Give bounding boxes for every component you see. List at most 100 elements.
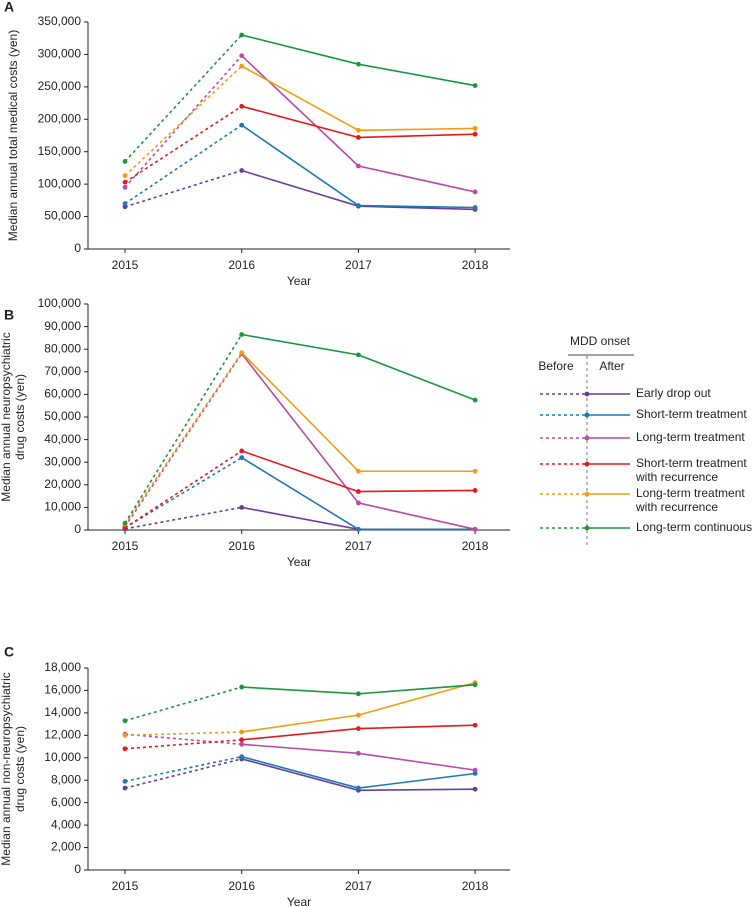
- x-tick-label: 2016: [228, 258, 255, 272]
- line-after: [241, 758, 476, 792]
- point: [356, 500, 361, 506]
- point: [356, 712, 361, 718]
- legend-dot: [584, 391, 590, 397]
- line-before: [124, 34, 243, 162]
- point: [356, 135, 361, 140]
- point: [239, 53, 245, 59]
- y-tick-label: 200,000: [38, 111, 82, 125]
- legend-title: MDD onset: [570, 334, 631, 348]
- y-tick-label: 0: [74, 241, 81, 255]
- line-before: [124, 353, 243, 528]
- point: [356, 352, 361, 358]
- line-before: [124, 334, 243, 524]
- point: [122, 718, 128, 724]
- point: [356, 127, 361, 133]
- x-tick-label: 2018: [462, 879, 489, 893]
- point: [472, 205, 478, 210]
- chart-panel: A 0 50,000 100,000 150,000 200,000 250,000 300,…: [4, 0, 510, 288]
- legend-dot: [584, 412, 590, 418]
- point: [239, 754, 245, 760]
- x-tick-label: 2015: [112, 879, 139, 893]
- legend-entry: Short-term treatment with recurrence: [636, 456, 747, 484]
- legend-label: Short-term treatment: [636, 407, 747, 421]
- line-before: [124, 733, 242, 746]
- point: [239, 741, 245, 747]
- y-tick-label: 90,000: [44, 319, 81, 333]
- panel-label: A: [4, 0, 14, 15]
- line-before: [124, 169, 242, 208]
- point: [472, 767, 478, 773]
- chart-panel: B 0 10,000 20,000 30,000 40,000 50,000 60,000 70…: [0, 296, 510, 569]
- y-axis-label: Median annual non-neuropsychiatricdrug c…: [0, 672, 27, 865]
- line-before: [124, 456, 243, 529]
- point: [356, 489, 361, 494]
- point: [356, 526, 361, 532]
- legend-dot: [584, 491, 590, 497]
- point: [239, 684, 245, 690]
- y-tick-label: 100,000: [38, 176, 82, 190]
- chart-panel: C 0 2,000 4,000 6,000 8,000 10,000 12,000 14,000…: [0, 644, 510, 907]
- legend-entry: Long-term treatment: [636, 430, 745, 444]
- legend-dot: [584, 461, 590, 467]
- y-axis-label-line: drug costs (yen): [13, 726, 27, 812]
- x-tick-label: 2017: [345, 539, 372, 553]
- y-tick-label: 8,000: [51, 772, 81, 786]
- point: [122, 184, 128, 190]
- point: [239, 505, 245, 510]
- x-tick-label: 2018: [462, 539, 489, 553]
- legend-entry: Long-term treatment with recurrence: [636, 486, 745, 514]
- point: [122, 520, 128, 526]
- point: [122, 778, 128, 784]
- y-tick-label: 350,000: [38, 14, 82, 28]
- point: [239, 737, 245, 743]
- x-tick-label: 2016: [228, 879, 255, 893]
- point: [356, 750, 361, 756]
- y-tick-label: 0: [74, 862, 81, 876]
- line-before: [124, 55, 243, 188]
- y-tick-label: 60,000: [44, 387, 81, 401]
- point: [356, 468, 361, 474]
- y-axis-label: Median annual neuropsychiatricdrug costs…: [0, 332, 27, 501]
- point: [472, 83, 478, 88]
- legend-entry: Long-term continuous: [636, 520, 752, 534]
- x-tick-label: 2018: [462, 258, 489, 272]
- point: [239, 350, 245, 355]
- point: [239, 122, 245, 128]
- point: [356, 163, 361, 169]
- y-tick-label: 100,000: [38, 296, 82, 310]
- line-before: [124, 686, 242, 722]
- point: [472, 722, 478, 728]
- x-tick-label: 2017: [345, 258, 372, 272]
- point: [122, 179, 128, 185]
- point: [239, 332, 245, 337]
- x-tick-label: 2015: [112, 539, 139, 553]
- y-tick-label: 40,000: [44, 432, 81, 446]
- line-before: [124, 731, 242, 737]
- legend-label: Long-term treatment: [636, 430, 745, 444]
- point: [472, 682, 478, 688]
- y-tick-label: 12,000: [44, 728, 81, 742]
- point: [472, 468, 478, 474]
- point: [472, 189, 478, 195]
- line-after: [241, 55, 476, 193]
- y-tick-label: 20,000: [44, 477, 81, 491]
- line-before: [124, 124, 243, 205]
- point: [239, 729, 245, 735]
- point: [356, 203, 361, 208]
- line-after: [241, 681, 476, 733]
- legend-entry: Early drop out: [636, 386, 711, 400]
- point: [239, 455, 245, 461]
- line-after: [241, 34, 476, 87]
- legend-dot: [584, 525, 590, 531]
- x-tick-label: 2015: [112, 258, 139, 272]
- y-tick-label: 10,000: [44, 750, 81, 764]
- line-before: [124, 506, 242, 530]
- y-tick-label: 80,000: [44, 341, 81, 355]
- line-after: [241, 105, 476, 139]
- legend-before: Before: [538, 359, 574, 373]
- line-before: [124, 758, 242, 789]
- legend-dot: [584, 435, 590, 441]
- point: [356, 61, 361, 67]
- y-axis-label: Median annual total medical costs (yen): [6, 30, 20, 241]
